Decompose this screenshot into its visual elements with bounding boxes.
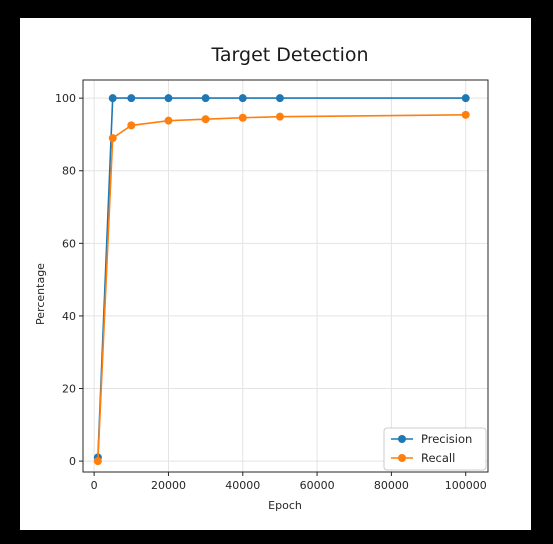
precision-point [275,94,284,103]
y-tick: 80 [62,165,83,178]
y-tick: 60 [62,237,83,250]
x-tick-label: 40000 [225,479,260,492]
x-tick: 0 [91,472,98,492]
legend-precision-marker [398,435,406,443]
recall-point [108,134,117,143]
recall-point [238,113,247,122]
y-axis-label: Percentage [34,263,47,325]
recall-point [275,112,284,121]
x-tick-label: 60000 [300,479,335,492]
legend: Precision Recall [383,427,487,471]
x-tick-label: 20000 [151,479,186,492]
recall-point [164,116,173,125]
x-tick-label: 100000 [445,479,487,492]
chart-title: Target Detection [210,44,368,66]
x-axis: 0 20000 40000 60000 80000 100000 [91,472,487,492]
chart-figure: Target Detection 0 20000 40000 60000 80000 10… [20,18,531,530]
precision-point [238,94,247,103]
x-tick: 80000 [374,472,409,492]
recall-point [461,110,470,119]
legend-precision-label: Precision [421,432,472,446]
precision-point [461,94,470,103]
precision-point [127,94,136,103]
recall-point [93,457,102,466]
recall-point [127,121,136,130]
grid-lines [83,80,488,472]
y-tick: 40 [62,310,83,323]
y-tick-label: 80 [62,165,76,178]
y-tick: 0 [69,455,83,468]
legend-recall-label: Recall [421,451,455,465]
y-tick: 100 [55,92,83,105]
plot-area [82,79,489,473]
y-axis: 0 20 40 60 80 100 [55,92,83,468]
x-tick: 100000 [445,472,487,492]
precision-point [108,94,117,103]
y-tick-label: 100 [55,92,76,105]
series-layer [93,94,470,466]
y-tick-label: 40 [62,310,76,323]
y-tick-label: 60 [62,237,76,250]
precision-point [164,94,173,103]
y-tick: 20 [62,383,83,396]
line-chart: Target Detection 0 20000 40000 60000 80000 10… [34,44,489,512]
legend-recall-marker [398,454,406,462]
x-axis-label: Epoch [268,499,302,512]
precision-line [97,97,466,458]
precision-point [201,94,210,103]
recall-point [201,115,210,124]
x-tick-label: 0 [91,479,98,492]
x-tick: 60000 [300,472,335,492]
x-tick: 40000 [225,472,260,492]
x-tick: 20000 [151,472,186,492]
y-tick-label: 20 [62,383,76,396]
y-tick-label: 0 [69,455,76,468]
x-tick-label: 80000 [374,479,409,492]
recall-line [97,114,466,462]
